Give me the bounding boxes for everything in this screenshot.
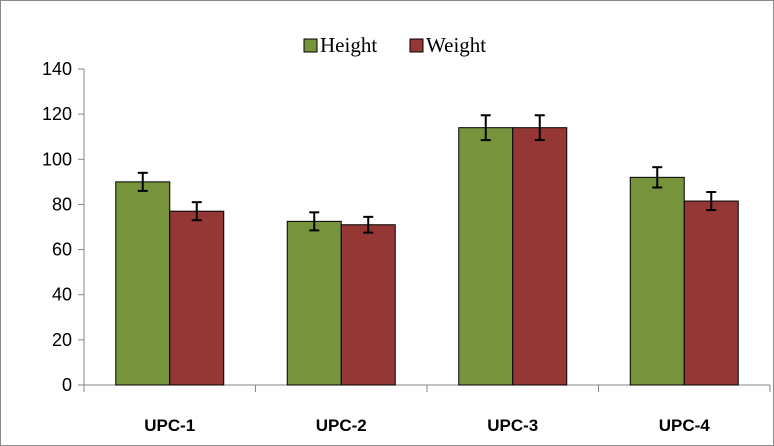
y-tick-label: 80 [52,194,72,214]
bar-weight-upc-2 [340,224,396,386]
error-bars [137,114,717,234]
y-tick-label: 120 [42,104,72,124]
y-tick-label: 140 [42,59,72,79]
y-tick-label: 100 [42,149,72,169]
legend-label-height: Height [320,33,377,57]
bar-weight-upc-1 [169,210,225,386]
y-tick-label: 60 [52,240,72,260]
x-category-label: UPC-4 [659,416,711,435]
legend: Height Weight [303,33,486,57]
x-category-label: UPC-3 [487,416,538,435]
legend-swatch-height [303,38,318,53]
x-category-label: UPC-1 [144,416,195,435]
bar-weight-upc-3 [512,127,568,386]
y-tick-label: 20 [52,330,72,350]
bars [115,127,739,386]
y-tick-label: 40 [52,285,72,305]
x-category-label: UPC-2 [316,416,367,435]
bar-height-upc-4 [629,176,685,386]
axis-labels: 0 20 40 60 80 100 120 140 UPC-1 UPC-2 UPC-3 UPC-4 [42,59,710,435]
bar-height-upc-1 [115,181,171,386]
legend-swatch-weight [409,38,424,53]
y-tick-label: 0 [62,375,72,395]
bar-height-upc-3 [458,127,514,386]
bar-weight-upc-4 [683,200,739,386]
legend-label-weight: Weight [426,33,486,57]
bar-height-upc-2 [286,220,342,386]
